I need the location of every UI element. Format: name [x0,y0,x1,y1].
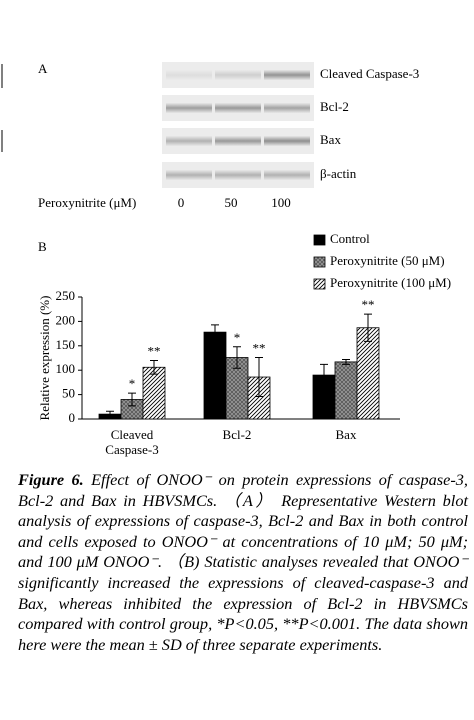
significance-label: ** [253,340,266,355]
x-tick-label-line: Cleaved [111,427,154,442]
y-tick-label: 150 [56,337,76,352]
significance-label: ** [148,343,161,358]
blot-band [166,103,212,113]
error-bar [255,357,263,398]
x-tick-label: Bax [336,427,357,442]
blot-band [264,70,310,80]
caption-text: Effect of ONOO⁻ on protein expressions o… [18,470,468,654]
y-axis-label: Relative expression (%) [37,296,52,421]
bar [334,361,358,420]
blot-band [264,103,310,113]
treatment-label: Peroxynitrite (μM) [38,195,136,210]
error-bar [128,392,136,407]
legend-swatch [313,256,326,268]
y-tick-label: 100 [56,361,76,376]
blot-band [166,170,212,180]
error-bar [211,324,219,340]
band-label: Bcl-2 [320,99,349,114]
significance-label: * [234,330,241,345]
error-bar [233,346,241,369]
legend-label: Peroxynitrite (100 μM) [330,275,451,290]
blot-band [215,103,261,113]
legend-swatch [313,278,326,290]
significance-label: * [129,376,136,391]
caption-label: Figure 6. [18,470,84,489]
caption: Figure 6. Effect of ONOO⁻ on protein exp… [18,470,468,655]
error-bar [320,363,328,387]
blot-band [215,136,261,146]
x-tick-label: Cleaved Caspase-3 [105,427,158,457]
x-tick-label-line: Caspase-3 [105,442,158,457]
y-tick-label: 50 [62,386,75,401]
dose-label: 100 [271,195,291,210]
legend-label: Peroxynitrite (50 μM) [330,253,445,268]
figure: A B Peroxynitrite (μM) Cleaved Caspase-3… [1,61,451,457]
blot-band [264,136,310,146]
band-label: Bax [320,132,341,147]
legend-swatch [313,234,326,246]
y-tick-label: 0 [69,410,76,425]
panel-label: A [38,61,48,76]
band-label: β-actin [320,166,357,181]
blot-band [166,70,212,80]
bar [203,331,227,420]
blot-band [264,170,310,180]
x-tick-label: Bcl-2 [223,427,252,442]
error-bar [150,359,158,375]
band-label: Cleaved Caspase-3 [320,66,419,81]
bar [142,366,166,420]
error-bar [364,313,372,342]
blot-band [215,170,261,180]
y-tick-label: 200 [56,312,76,327]
y-tick-label: 250 [56,288,76,303]
blot-band [166,136,212,146]
error-bar [342,358,350,365]
blot-band [215,70,261,80]
legend-label: Control [330,231,370,246]
dose-label: 50 [225,195,238,210]
panel-label: B [38,239,47,254]
significance-label: ** [362,297,375,312]
dose-label: 0 [178,195,185,210]
error-bar [106,410,114,418]
